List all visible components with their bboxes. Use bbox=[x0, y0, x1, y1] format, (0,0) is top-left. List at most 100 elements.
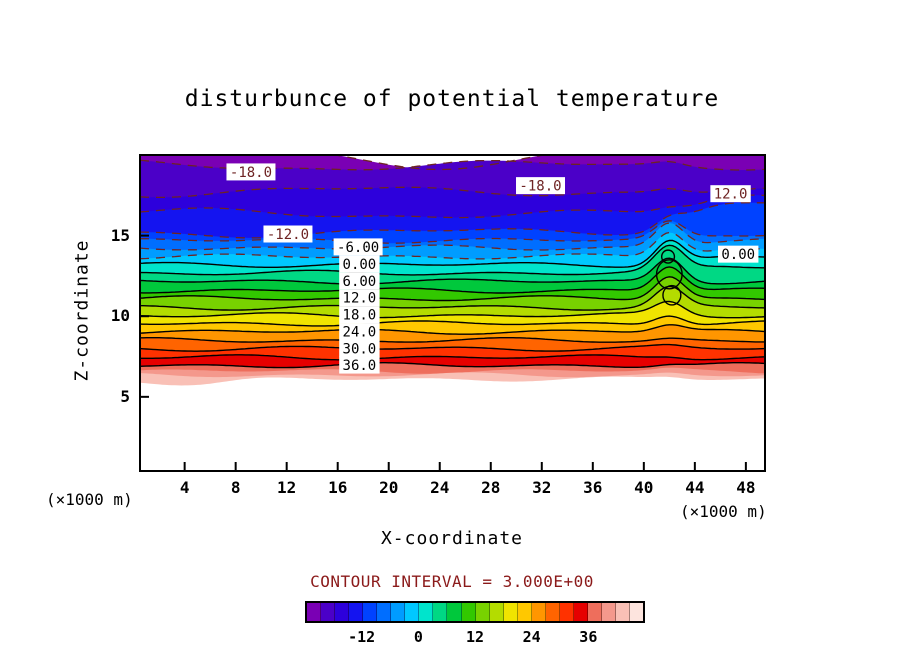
contour-label-box bbox=[710, 185, 751, 203]
contour-label: -12.0 bbox=[267, 227, 309, 243]
contour-line bbox=[140, 194, 765, 219]
contour-line bbox=[140, 300, 765, 319]
contour-interval-label: CONTOUR INTERVAL = 3.000E+00 bbox=[310, 572, 594, 591]
x-tick-label: 24 bbox=[430, 478, 450, 497]
contour-label: 0.00 bbox=[343, 257, 377, 273]
x-tick-label: 28 bbox=[481, 478, 501, 497]
contour-line bbox=[140, 285, 765, 311]
colorbar-segment bbox=[377, 603, 392, 621]
colorbar-segment bbox=[447, 603, 462, 621]
contour-label: 12.0 bbox=[714, 187, 748, 203]
closed-contour bbox=[662, 284, 682, 306]
x-tick-label: 40 bbox=[634, 478, 654, 497]
contour-line bbox=[140, 354, 765, 361]
contour-label-box bbox=[718, 245, 759, 263]
contour-labels: -18.0-18.012.0-12.0-6.000.006.0012.018.0… bbox=[226, 163, 759, 374]
colorbar-tick-label: 12 bbox=[465, 628, 485, 646]
x-tick-label: 48 bbox=[736, 478, 756, 497]
contour-label-box bbox=[333, 238, 383, 256]
contour-line bbox=[140, 266, 765, 294]
x-tick-label: 36 bbox=[583, 478, 603, 497]
contour-fill-bands bbox=[140, 155, 765, 471]
colorbar-segment bbox=[433, 603, 448, 621]
colorbar-segment bbox=[335, 603, 350, 621]
colorbar-segment bbox=[559, 603, 574, 621]
x-tick-label: 4 bbox=[179, 478, 190, 497]
colorbar bbox=[305, 601, 645, 623]
y-tick-label: 10 bbox=[110, 306, 130, 326]
colorbar-segment bbox=[587, 603, 602, 621]
x-tick-label: 32 bbox=[532, 478, 552, 497]
contour-label-box bbox=[516, 177, 566, 195]
contour-label: -18.0 bbox=[519, 179, 561, 195]
colorbar-tick-label: -12 bbox=[348, 628, 376, 646]
colorbar-segment bbox=[391, 603, 406, 621]
contour-label-box bbox=[339, 289, 380, 307]
contour-line bbox=[140, 315, 765, 327]
colorbar-segment bbox=[405, 603, 420, 621]
contour-label-box bbox=[339, 356, 380, 374]
contour-label: 18.0 bbox=[343, 308, 377, 324]
contour-label-box bbox=[263, 225, 313, 243]
contour-label-box bbox=[339, 255, 380, 273]
contour-label: -6.00 bbox=[337, 240, 379, 256]
closed-contour bbox=[655, 259, 683, 290]
colorbar-segment bbox=[630, 603, 644, 621]
plot-frame bbox=[139, 154, 766, 472]
contour-line bbox=[140, 239, 765, 268]
contour-line bbox=[140, 257, 765, 285]
colorbar-tick-label: 0 bbox=[413, 628, 423, 646]
lower-white-region bbox=[140, 376, 765, 471]
colorbar-segment bbox=[573, 603, 588, 621]
x-axis-unit-left: (×1000 m) bbox=[46, 490, 133, 509]
contour-line bbox=[140, 362, 765, 369]
x-tick-label: 16 bbox=[328, 478, 348, 497]
contour-line bbox=[140, 324, 765, 335]
contour-line bbox=[140, 202, 765, 239]
colorbar-segment bbox=[531, 603, 546, 621]
colorbar-segment bbox=[489, 603, 504, 621]
x-tick-label: 8 bbox=[230, 478, 241, 497]
colorbar-segment bbox=[517, 603, 532, 621]
contour-line bbox=[140, 222, 765, 251]
contour-label-box bbox=[339, 339, 380, 357]
y-tick-label: 5 bbox=[120, 386, 130, 406]
colorbar-segment bbox=[601, 603, 617, 621]
contour-label-box bbox=[339, 306, 380, 324]
contour-line bbox=[140, 220, 765, 244]
contour-label: -18.0 bbox=[230, 165, 272, 181]
colorbar-segment bbox=[307, 603, 322, 621]
contour-label: 0.00 bbox=[721, 247, 755, 263]
contour-line bbox=[140, 231, 765, 260]
contour-label: 36.0 bbox=[343, 358, 377, 374]
contour-line bbox=[140, 343, 765, 352]
contour-label-box bbox=[339, 323, 380, 341]
contour-label-box bbox=[339, 272, 380, 290]
colorbar-segment bbox=[545, 603, 560, 621]
colorbar-tick-label: 24 bbox=[522, 628, 541, 646]
axes bbox=[139, 154, 766, 472]
contour-line bbox=[140, 186, 765, 199]
colorbar-segment bbox=[616, 603, 631, 621]
contour-lines bbox=[140, 155, 765, 369]
colorbar-segment bbox=[363, 603, 378, 621]
colorbar-segment bbox=[349, 603, 364, 621]
x-tick-label: 44 bbox=[685, 478, 705, 497]
plot-title: disturbunce of potential temperature bbox=[184, 86, 720, 112]
y-tick-label: 15 bbox=[110, 225, 130, 245]
contour-label: 30.0 bbox=[343, 341, 377, 357]
colorbar-segment bbox=[419, 603, 434, 621]
closed-contour bbox=[660, 249, 676, 264]
colorbar-segment bbox=[475, 603, 490, 621]
x-tick-label: 20 bbox=[379, 478, 399, 497]
x-axis-title: X-coordinate bbox=[380, 528, 524, 549]
contour-label: 6.00 bbox=[343, 274, 377, 290]
colorbar-tick-label: 36 bbox=[579, 628, 598, 646]
contour-line bbox=[140, 276, 765, 302]
contour-label: 12.0 bbox=[343, 291, 377, 307]
x-axis-unit-right: (×1000 m) bbox=[680, 502, 767, 521]
contour-label-box bbox=[226, 163, 276, 181]
colorbar-segment bbox=[503, 603, 518, 621]
